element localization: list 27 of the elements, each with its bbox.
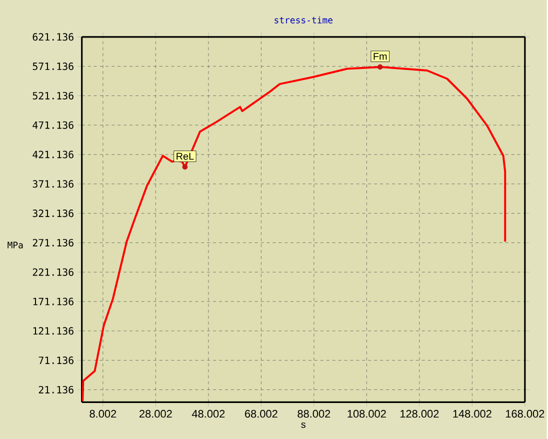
- x-tick-label: 68.002: [245, 410, 278, 418]
- x-tick-label: 28.002: [140, 410, 172, 418]
- x-tick-label: 88.002: [298, 410, 330, 418]
- annotation: Fm: [374, 52, 387, 60]
- chart-title: stress-time: [274, 16, 332, 24]
- y-tick-label: 271.136: [32, 238, 74, 246]
- x-axis-title: s: [301, 422, 306, 428]
- y-tick-label: 171.136: [33, 298, 74, 306]
- annotation: ReL: [176, 152, 194, 160]
- y-tick-label: 471.136: [32, 121, 74, 129]
- x-tick-label: 128.002: [400, 410, 439, 418]
- y-tick-label: 371.136: [32, 180, 74, 188]
- x-tick-label: 168.002: [506, 410, 544, 418]
- y-axis-title: MPa: [8, 242, 23, 248]
- x-tick-label: 108.002: [348, 410, 386, 418]
- y-tick-label: 221.136: [32, 268, 74, 276]
- y-tick-label: 571.136: [32, 62, 74, 70]
- y-tick-label: 621.136: [32, 33, 74, 41]
- y-tick-label: 71.136: [38, 356, 74, 364]
- x-tick-label: 48.002: [192, 410, 225, 418]
- y-tick-label: 521.136: [32, 92, 74, 100]
- x-tick-label: 148.002: [453, 410, 492, 418]
- x-tick-label: 8.002: [90, 410, 116, 418]
- y-tick-label: 21.136: [38, 386, 74, 394]
- y-tick-label: 421.136: [32, 150, 74, 158]
- y-tick-label: 121.136: [33, 327, 74, 335]
- y-tick-label: 321.136: [32, 210, 74, 218]
